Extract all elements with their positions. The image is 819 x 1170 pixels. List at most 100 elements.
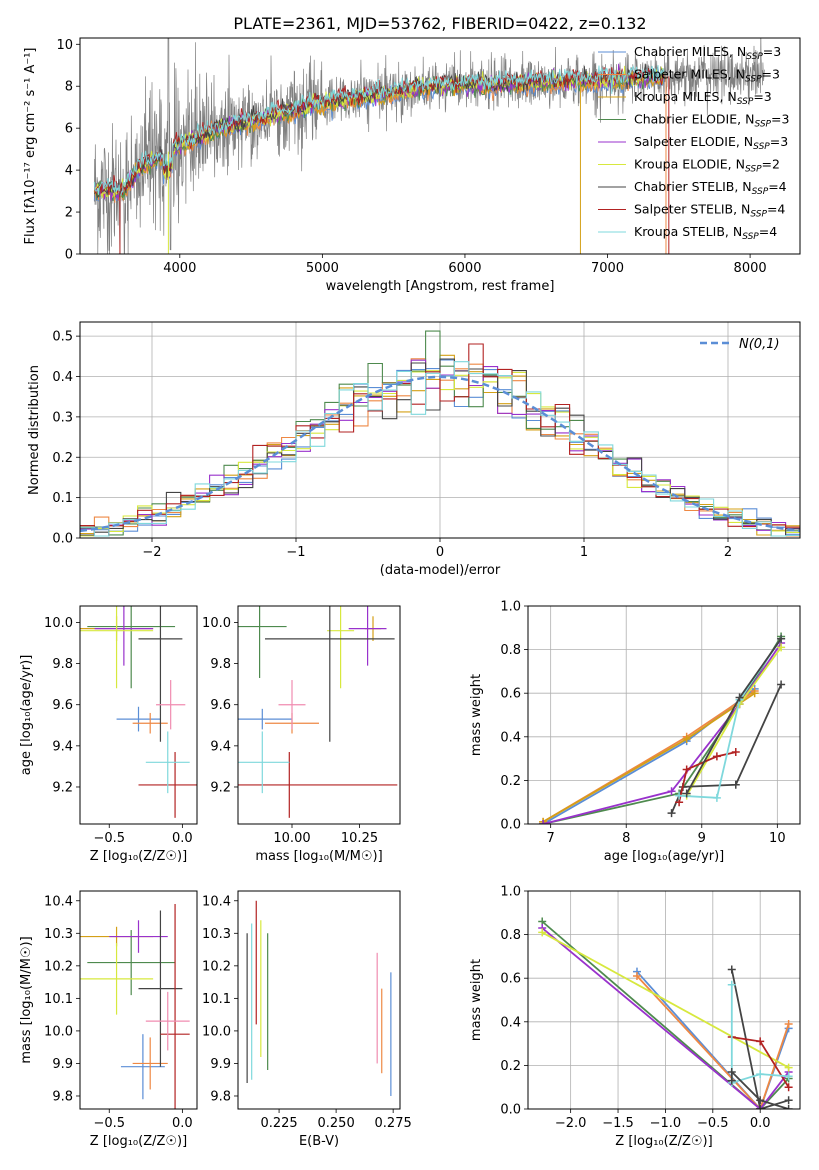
weight-marker [727,1067,736,1076]
error-bar [145,731,190,794]
weight-marker [750,689,759,698]
error-bar [348,606,387,666]
y-tick-label: 2 [65,206,73,221]
normal-curve-line [80,375,800,533]
y-tick-label: 10.4 [44,894,73,909]
weight-marker [712,793,721,802]
y-tick-label: 0.2 [500,1059,521,1074]
error-bar [94,606,154,666]
y-tick-label: 10.2 [44,959,73,974]
mass_vs_Z-panel: −0.5 0.0 9.8 9.9 10.0 10.1 10.2 10.3 10.4 Z [log₁… [19,890,198,1149]
x-axis-label: Z [log₁₀(Z/Z☉)] [90,849,187,864]
y-tick-label: 0.3 [52,410,73,425]
y-tick-label: 0.4 [500,1015,521,1030]
y-tick-label: 8 [65,80,73,95]
x-tick-label: 0.0 [172,831,193,846]
x-tick-label: −2 [142,545,161,560]
y-tick-label: 0.6 [500,972,521,987]
x-tick-label: −0.5 [93,1116,125,1131]
legend-subscript: SSP [754,120,771,130]
error-bar [160,904,190,1109]
x-tick-label: 10.25 [341,831,378,846]
mass_vs_Z-plot-area [80,904,190,1109]
y-tick-label: 6 [65,122,73,137]
weight-marker [756,1037,765,1046]
y-tick-label: 0.5 [52,330,73,345]
y-tick-label: 0.4 [52,370,73,385]
x-axis-label: wavelength [Angstrom, rest frame] [326,279,555,294]
error-bar [278,680,306,730]
weight-marker [731,780,740,789]
weight-line [730,969,789,1109]
legend-tail: =4 [767,202,785,217]
legend-tail: =3 [753,89,771,104]
x-tick-label: 9 [698,831,706,846]
mass_vs_Z-frame [79,890,198,1110]
x-tick-label: −1.0 [650,1116,682,1131]
legend-tail: =3 [762,67,780,82]
y-tick-label: 9.8 [52,1089,73,1104]
x-tick-label: 0 [436,545,444,560]
age_vs_mass-plot-area [238,606,398,818]
y-tick-label: 9.2 [210,780,231,795]
x-tick-label: 0.0 [750,1116,771,1131]
x-tick-label: 5000 [306,261,339,276]
age_vs_Z-frame [79,605,198,825]
weight-line [670,684,782,814]
age_vs_Z-panel: −0.5 0.0 9.2 9.4 9.6 9.8 10.0 Z [log₁₀(Z/Z☉)] ag… [19,605,198,864]
y-tick-label: 10.3 [202,927,231,942]
legend-tail: =3 [763,44,781,59]
y-tick-label: 9.4 [210,739,231,754]
error-bar [132,1037,168,1090]
weight-line [541,920,790,1109]
x-tick-label: 0.225 [260,1116,297,1131]
error-bar [156,680,186,730]
y-tick-label: 9.8 [210,1089,231,1104]
weight-marker [727,965,736,974]
y-tick-label: 0.8 [500,643,521,658]
legend-tail: =3 [771,112,789,127]
x-axis-label: age [log₁₀(age/yr)] [604,849,725,864]
legend-label: Salpeter STELIB, NSSP=4 [634,202,785,220]
x-tick-label: 2 [724,545,732,560]
model-spectrum-line [93,65,665,198]
legend-label: Chabrier STELIB, NSSP=4 [634,179,787,197]
spectrum-legend: Chabrier MILES, NSSP=3 Salpeter MILES, NS… [598,44,789,242]
mass_weight_vs_Z-frame [527,890,801,1110]
x-tick-label: 8000 [734,261,767,276]
y-tick-label: 0.2 [500,774,521,789]
y-tick-label: 9.8 [210,657,231,672]
error-bar [132,712,168,734]
weight-marker [539,820,548,824]
weight-marker [784,1072,793,1081]
y-tick-label: 0.1 [52,491,73,506]
legend-label: Chabrier ELODIE, NSSP=3 [634,112,789,130]
weight-marker [784,1063,793,1072]
mass_vs_EBV-frame [237,890,401,1110]
weight-marker [756,1096,765,1105]
error-bar [138,606,183,742]
y-tick-label: 10.1 [202,992,231,1007]
weight-marker [735,693,744,702]
y-tick-label: 0.0 [52,532,73,547]
y-axis-label: Normed distribution [27,365,42,495]
y-tick-label: 0 [65,248,73,263]
legend-subscript: SSP [745,75,762,85]
weight-marker [784,1019,793,1028]
mass_weight_vs_Z-plot-area [538,917,793,1109]
figure-title: PLATE=2361, MJD=53762, FIBERID=0422, z=0… [233,14,646,33]
x-tick-label: 0.275 [375,1116,412,1131]
residuals-panel: −2 −1 0 1 2 0.0 0.1 0.2 0.3 0.4 0.5 (data-model)/er… [27,321,801,578]
y-axis-label: mass [log₁₀(M/M☉)] [19,936,34,1063]
legend-tail: =4 [759,224,777,239]
weight-marker [731,748,740,757]
spectrum-panel: 4000 5000 6000 7000 8000 0 2 4 6 8 10 wavelength [A… [23,37,801,294]
x-tick-label: −1.5 [602,1116,634,1131]
legend-label: Salpeter MILES, NSSP=3 [634,67,780,85]
y-tick-label: 0.0 [500,818,521,833]
age_vs_mass-frame [237,605,401,825]
error-bar [138,752,197,818]
x-tick-label: 10 [769,831,786,846]
x-tick-label: 7 [547,831,555,846]
